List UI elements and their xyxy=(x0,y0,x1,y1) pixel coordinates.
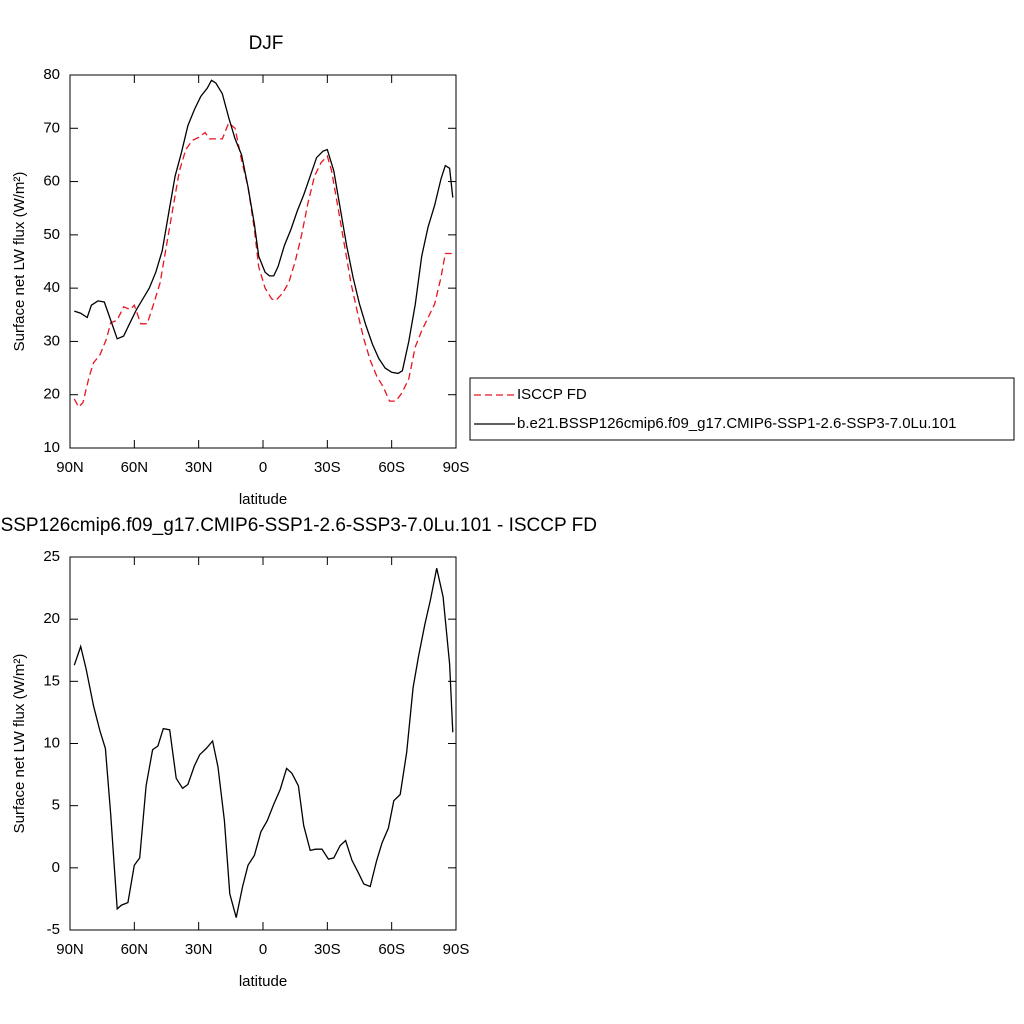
y-tick-label: 25 xyxy=(43,548,60,565)
x-tick-label: 60S xyxy=(378,941,405,958)
x-tick-label: 30S xyxy=(314,459,341,476)
x-tick-label: 30N xyxy=(185,941,213,958)
plot: 90N 60N 30N 0 30S 60S 90S -5 0 5 10 15 20 25 b.e21.BSS… xyxy=(0,515,597,990)
x-tick-label: 60N xyxy=(121,459,149,476)
x-tick-label: 30N xyxy=(185,459,213,476)
y-tick-label: 15 xyxy=(43,672,60,689)
y-axis-label: Surface net LW flux (W/m²) xyxy=(11,172,28,352)
plot-frame xyxy=(69,74,457,449)
y-tick-label: 60 xyxy=(43,173,60,190)
y-tick-label: 10 xyxy=(43,734,60,751)
y-tick-label: 10 xyxy=(43,439,60,456)
y-tick-label: 40 xyxy=(43,279,60,296)
x-tick-label: 90S xyxy=(443,941,470,958)
chart-title: b.e21.BSSP126cmip6.f09_g17.CMIP6-SSP1-2.… xyxy=(0,515,597,536)
legend-label: b.e21.BSSP126cmip6.f09_g17.CMIP6-SSP1-2.… xyxy=(517,415,956,432)
y-tick-label: 30 xyxy=(43,332,60,349)
y-tick-label: 0 xyxy=(52,859,60,876)
plot: 90N 60N 30N 0 30S 60S 90S 10 20 30 40 50 60 70 80 DJF la… xyxy=(11,33,1015,508)
y-tick-label: 20 xyxy=(43,610,60,627)
series-line xyxy=(73,568,454,918)
y-tick-label: 80 xyxy=(43,66,60,83)
y-tick-label: 50 xyxy=(43,226,60,243)
x-tick-label: 60S xyxy=(378,459,405,476)
x-tick-label: 60N xyxy=(121,941,149,958)
x-tick-label: 90N xyxy=(56,459,84,476)
x-axis-label: latitude xyxy=(239,491,287,508)
x-tick-label: 0 xyxy=(259,941,267,958)
series-line xyxy=(74,79,454,375)
y-axis-label: Surface net LW flux (W/m²) xyxy=(11,654,28,834)
x-tick-label: 90S xyxy=(443,459,470,476)
series-line xyxy=(73,121,452,409)
y-tick-label: -5 xyxy=(47,921,60,938)
plot-frame xyxy=(69,556,457,931)
x-tick-label: 30S xyxy=(314,941,341,958)
legend-label: ISCCP FD xyxy=(517,386,587,403)
legend-frame xyxy=(469,377,1015,441)
legend: ISCCP FD b.e21.BSSP126cmip6.f09_g17.CMIP6… xyxy=(469,377,1015,441)
x-tick-label: 0 xyxy=(259,459,267,476)
x-axis-label: latitude xyxy=(239,973,287,990)
x-tick-label: 90N xyxy=(56,941,84,958)
y-tick-label: 20 xyxy=(43,386,60,403)
chart-title: DJF xyxy=(249,33,284,54)
y-tick-label: 5 xyxy=(52,797,60,814)
y-tick-label: 70 xyxy=(43,119,60,136)
